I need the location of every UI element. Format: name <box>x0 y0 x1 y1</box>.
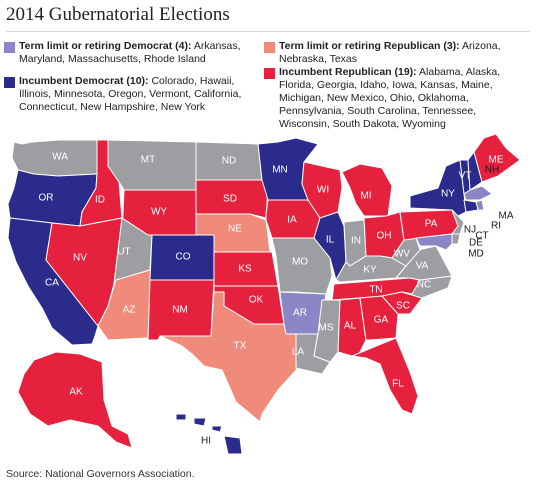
state-label-nc: NC <box>417 280 431 291</box>
state-label-va: VA <box>416 261 429 272</box>
legend-label: Incumbent Republican (19): <box>279 66 417 78</box>
state-label-ks: KS <box>238 264 252 275</box>
state-de <box>451 233 461 245</box>
state-label-al: AL <box>344 321 357 332</box>
state-label-mo: MO <box>292 257 308 268</box>
state-label-ct: CT <box>475 231 488 242</box>
legend-states: Arkansas, Maryland, Massachusetts, Rhode… <box>19 40 241 65</box>
state-label-fl: FL <box>392 379 404 390</box>
state-label-ky: KY <box>363 265 377 276</box>
legend-swatch <box>264 42 275 53</box>
state-label-il: IL <box>326 235 335 246</box>
state-label-pa: PA <box>425 219 438 230</box>
state-hi <box>175 413 243 455</box>
state-label-co: CO <box>176 252 191 263</box>
state-ak <box>17 351 133 449</box>
state-label-nv: NV <box>73 253 87 264</box>
state-label-wi: WI <box>317 185 329 196</box>
state-label-ok: OK <box>249 295 264 306</box>
state-label-ri: RI <box>491 221 501 232</box>
state-label-ma: MA <box>499 211 514 222</box>
state-label-oh: OH <box>377 231 392 242</box>
state-label-tn: TN <box>369 285 382 296</box>
state-label-mt: MT <box>141 155 155 166</box>
state-label-vt: VT <box>459 171 472 182</box>
state-wv <box>391 237 421 267</box>
title-divider <box>6 31 530 32</box>
state-label-ut: UT <box>117 247 130 258</box>
state-ct <box>463 199 479 213</box>
state-label-nm: NM <box>172 305 188 316</box>
state-label-ar: AR <box>293 308 307 319</box>
state-label-or: OR <box>39 193 54 204</box>
legend-swatch <box>264 68 275 79</box>
state-label-ny: NY <box>441 189 455 200</box>
legend-swatch <box>4 77 15 88</box>
legend-label: Term limit or retiring Republican (3): <box>279 40 460 52</box>
state-label-ca: CA <box>45 278 59 289</box>
legend-states: Arizona, Nebraska, Texas <box>279 40 501 65</box>
state-label-ms: MS <box>319 323 334 334</box>
state-label-mi: MI <box>360 191 371 202</box>
state-label-la: LA <box>292 347 305 358</box>
state-label-wy: WY <box>151 207 167 218</box>
state-label-wv: WV <box>394 249 410 260</box>
legend-states: Alabama, Alaska, Florida, Georgia, Idaho… <box>279 66 501 130</box>
state-me <box>473 133 521 183</box>
state-fl <box>351 337 419 415</box>
state-label-hi: HI <box>201 436 211 447</box>
state-label-de: DE <box>469 238 483 249</box>
legend-label: Incumbent Democrat (10): <box>19 75 149 87</box>
state-label-ak: AK <box>69 387 83 398</box>
state-label-wa: WA <box>52 152 68 163</box>
us-map: WA OR CA ID NV MT WY UT AZ CO NM ND SD NE KS OK TX MN IA MO… <box>7 133 521 455</box>
legend-label: Term limit or retiring Democrat (4): <box>19 40 192 52</box>
state-tx <box>159 291 299 423</box>
legend-swatch <box>4 42 15 53</box>
state-label-id: ID <box>95 195 105 206</box>
state-label-ne: NE <box>228 224 242 235</box>
state-ny <box>409 159 467 217</box>
state-label-ga: GA <box>374 315 389 326</box>
state-label-in: IN <box>351 236 361 247</box>
state-label-ia: IA <box>287 215 297 226</box>
legend-item-rep-incumbent: Incumbent Republican (19): Alabama, Alas… <box>264 66 526 131</box>
state-label-md: MD <box>468 249 484 260</box>
legend-states: Colorado, Hawaii, Illinois, Minnesota, O… <box>19 75 242 113</box>
state-label-me: ME <box>489 155 504 166</box>
state-ky <box>335 255 407 283</box>
state-sc <box>381 291 423 315</box>
state-md <box>415 233 453 251</box>
state-label-nj: NJ <box>464 225 476 236</box>
state-label-mn: MN <box>272 165 288 176</box>
source-note: Source: National Governors Association. <box>6 468 195 480</box>
state-label-tx: TX <box>234 341 247 352</box>
state-label-sc: SC <box>396 301 410 312</box>
state-label-sd: SD <box>223 194 237 205</box>
page-title: 2014 Gubernatorial Elections <box>6 4 230 25</box>
legend-item-rep-retiring: Term limit or retiring Republican (3): A… <box>264 40 532 66</box>
legend-item-dem-incumbent: Incumbent Democrat (10): Colorado, Hawai… <box>4 75 254 114</box>
state-label-az: AZ <box>123 305 136 316</box>
state-label-nh: NH <box>485 165 499 176</box>
legend-item-dem-retiring: Term limit or retiring Democrat (4): Ark… <box>4 40 264 66</box>
state-label-nd: ND <box>222 156 236 167</box>
